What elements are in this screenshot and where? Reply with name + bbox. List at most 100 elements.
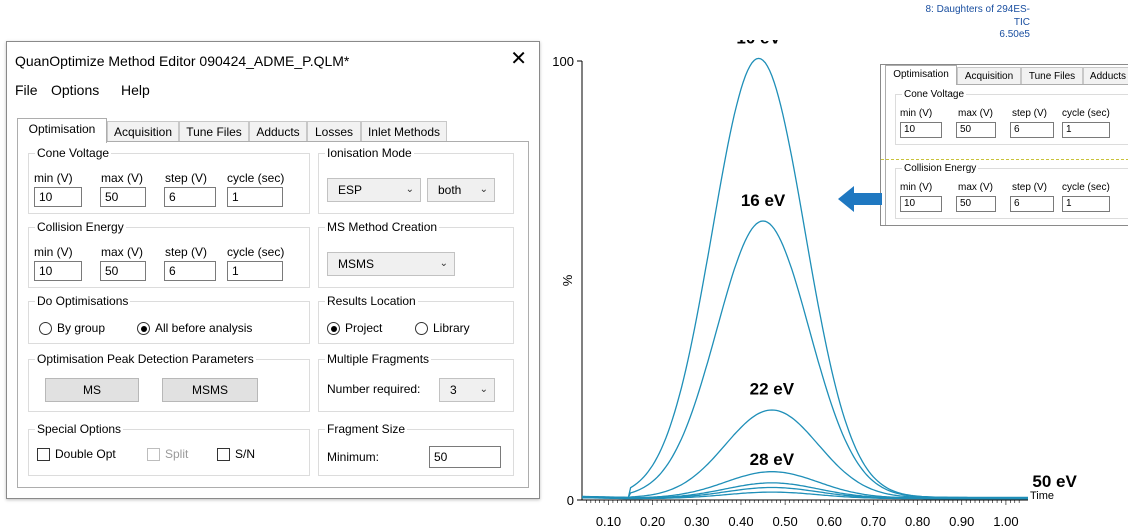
inset-header-line-3: 6.50e5 [999,29,1030,40]
cone-voltage-group: Cone Voltage min (V) max (V) step (V) cy… [28,146,310,214]
x-tick-label: 0.90 [949,514,974,527]
by-group-radio[interactable] [39,322,52,335]
ionisation-mode-value: ESP [338,183,363,197]
inset-tab-adducts: Adducts [1083,67,1128,84]
inset-panel [885,84,1128,225]
all-before-analysis-label[interactable]: All before analysis [155,321,253,335]
ce-max-label: max (V) [101,245,143,259]
fragment-size-group: Fragment Size Minimum: 50 [318,422,514,476]
close-icon[interactable]: ✕ [510,48,527,70]
tab-inlet-methods[interactable]: Inlet Methods [361,121,447,141]
inset-ce-step-label: step (V) [1012,182,1048,193]
by-group-label[interactable]: By group [57,321,106,335]
y-tick-label: 0 [567,493,574,508]
double-opt-checkbox[interactable] [37,448,50,461]
tab-losses[interactable]: Losses [307,121,361,141]
inset-tab-tune-files: Tune Files [1021,67,1083,84]
project-label[interactable]: Project [345,321,383,335]
y-tick-label: 100 [552,54,574,69]
multiple-fragments-group: Multiple Fragments Number required: 3 ⌄ [318,352,514,412]
cone-cycle-input[interactable]: 1 [227,187,283,207]
cone-max-label: max (V) [101,171,143,185]
all-before-analysis-radio[interactable] [137,322,150,335]
collision-energy-legend: Collision Energy [37,220,124,234]
settings-inset: Optimisation Acquisition Tune Files Addu… [880,64,1128,226]
menu-options[interactable]: Options [51,82,100,98]
do-optimisations-group: Do Optimisations By group All before ana… [28,294,310,344]
x-tick-label: 0.10 [596,514,621,527]
chevron-down-icon: ⌄ [479,184,488,195]
x-tick-label: 0.80 [905,514,930,527]
ms-button[interactable]: MS [45,378,139,402]
ce-cycle-label: cycle (sec) [227,245,285,259]
sn-label[interactable]: S/N [235,447,256,461]
tab-tune-files[interactable]: Tune Files [179,121,249,141]
energy-label: 22 eV [750,380,795,399]
tab-acquisition[interactable]: Acquisition [107,121,179,141]
inset-cone-voltage-group: Cone Voltage min (V) max (V) step (V) cy… [895,89,1128,145]
inset-cone-min-label: min (V) [900,108,933,119]
arrow-left-icon [838,186,882,212]
inset-ce-max-label: max (V) [958,182,993,193]
menu-file[interactable]: File [15,82,38,98]
inset-tab-optimisation: Optimisation [885,65,957,85]
inset-header-line-1: 8: Daughters of 294ES- [925,4,1030,15]
inset-tab-acquisition: Acquisition [957,67,1021,84]
number-required-select[interactable]: 3 ⌄ [439,378,495,402]
inset-ce-min-input: 10 [900,196,942,212]
ionisation-mode-select[interactable]: ESP ⌄ [327,178,421,202]
optimisation-panel: Cone Voltage min (V) max (V) step (V) cy… [17,141,529,488]
window-title: QuanOptimize Method Editor 090424_ADME_P… [15,53,350,69]
x-axis-label: Time [1030,490,1054,502]
x-tick-label: 0.70 [861,514,886,527]
special-options-group: Special Options Double Opt Split S/N [28,422,310,476]
x-tick-label: 0.20 [640,514,665,527]
cone-step-input[interactable]: 6 [164,187,216,207]
ce-min-input[interactable]: 10 [34,261,82,281]
tab-optimisation[interactable]: Optimisation [17,118,107,143]
energy-label: 16 eV [741,191,786,210]
cone-voltage-legend: Cone Voltage [37,146,110,160]
msms-button[interactable]: MSMS [162,378,258,402]
inset-cone-max-input: 50 [956,122,996,138]
results-location-legend: Results Location [327,294,416,308]
x-tick-label: 0.30 [684,514,709,527]
double-opt-label[interactable]: Double Opt [55,447,116,461]
inset-collision-energy-group: Collision Energy min (V) max (V) step (V… [895,163,1128,219]
menu-help[interactable]: Help [121,82,150,98]
cone-min-input[interactable]: 10 [34,187,82,207]
x-tick-label: 0.60 [817,514,842,527]
ce-step-input[interactable]: 6 [164,261,216,281]
x-tick-label: 0.40 [728,514,753,527]
ce-min-label: min (V) [34,245,73,259]
ionisation-mode-group: Ionisation Mode ESP ⌄ both ⌄ [318,146,514,214]
inset-ce-step-input: 6 [1010,196,1054,212]
cone-max-input[interactable]: 50 [100,187,146,207]
ms-method-creation-group: MS Method Creation MSMS ⌄ [318,220,514,288]
series-line [581,220,1028,499]
ce-max-input[interactable]: 50 [100,261,146,281]
inset-collision-energy-legend: Collision Energy [904,163,977,174]
number-required-label: Number required: [327,382,421,396]
ms-method-select[interactable]: MSMS ⌄ [327,252,455,276]
ce-cycle-input[interactable]: 1 [227,261,283,281]
energy-label: 50 eV [1032,472,1077,491]
tab-adducts[interactable]: Adducts [249,121,307,141]
chromatogram-svg: 0 100% 0.10 0.20 0.30 0.40 0.50 0.60 0.70 0.80 0.9… [552,28,1077,529]
polarity-select[interactable]: both ⌄ [427,178,495,202]
sn-checkbox[interactable] [217,448,230,461]
cone-step-label: step (V) [165,171,208,185]
chevron-down-icon: ⌄ [439,258,448,269]
number-required-value: 3 [450,383,457,397]
x-tick-label: 0.50 [772,514,797,527]
method-editor-window: QuanOptimize Method Editor 090424_ADME_P… [6,41,540,499]
fragment-minimum-input[interactable]: 50 [429,446,501,468]
peak-detection-group: Optimisation Peak Detection Parameters M… [28,352,310,412]
cone-cycle-label: cycle (sec) [227,171,285,185]
project-radio[interactable] [327,322,340,335]
title-bar[interactable]: QuanOptimize Method Editor 090424_ADME_P… [7,42,539,80]
menu-bar: File Options Help [7,80,539,104]
collision-energy-group: Collision Energy min (V) max (V) step (V… [28,220,310,288]
library-label[interactable]: Library [433,321,470,335]
library-radio[interactable] [415,322,428,335]
